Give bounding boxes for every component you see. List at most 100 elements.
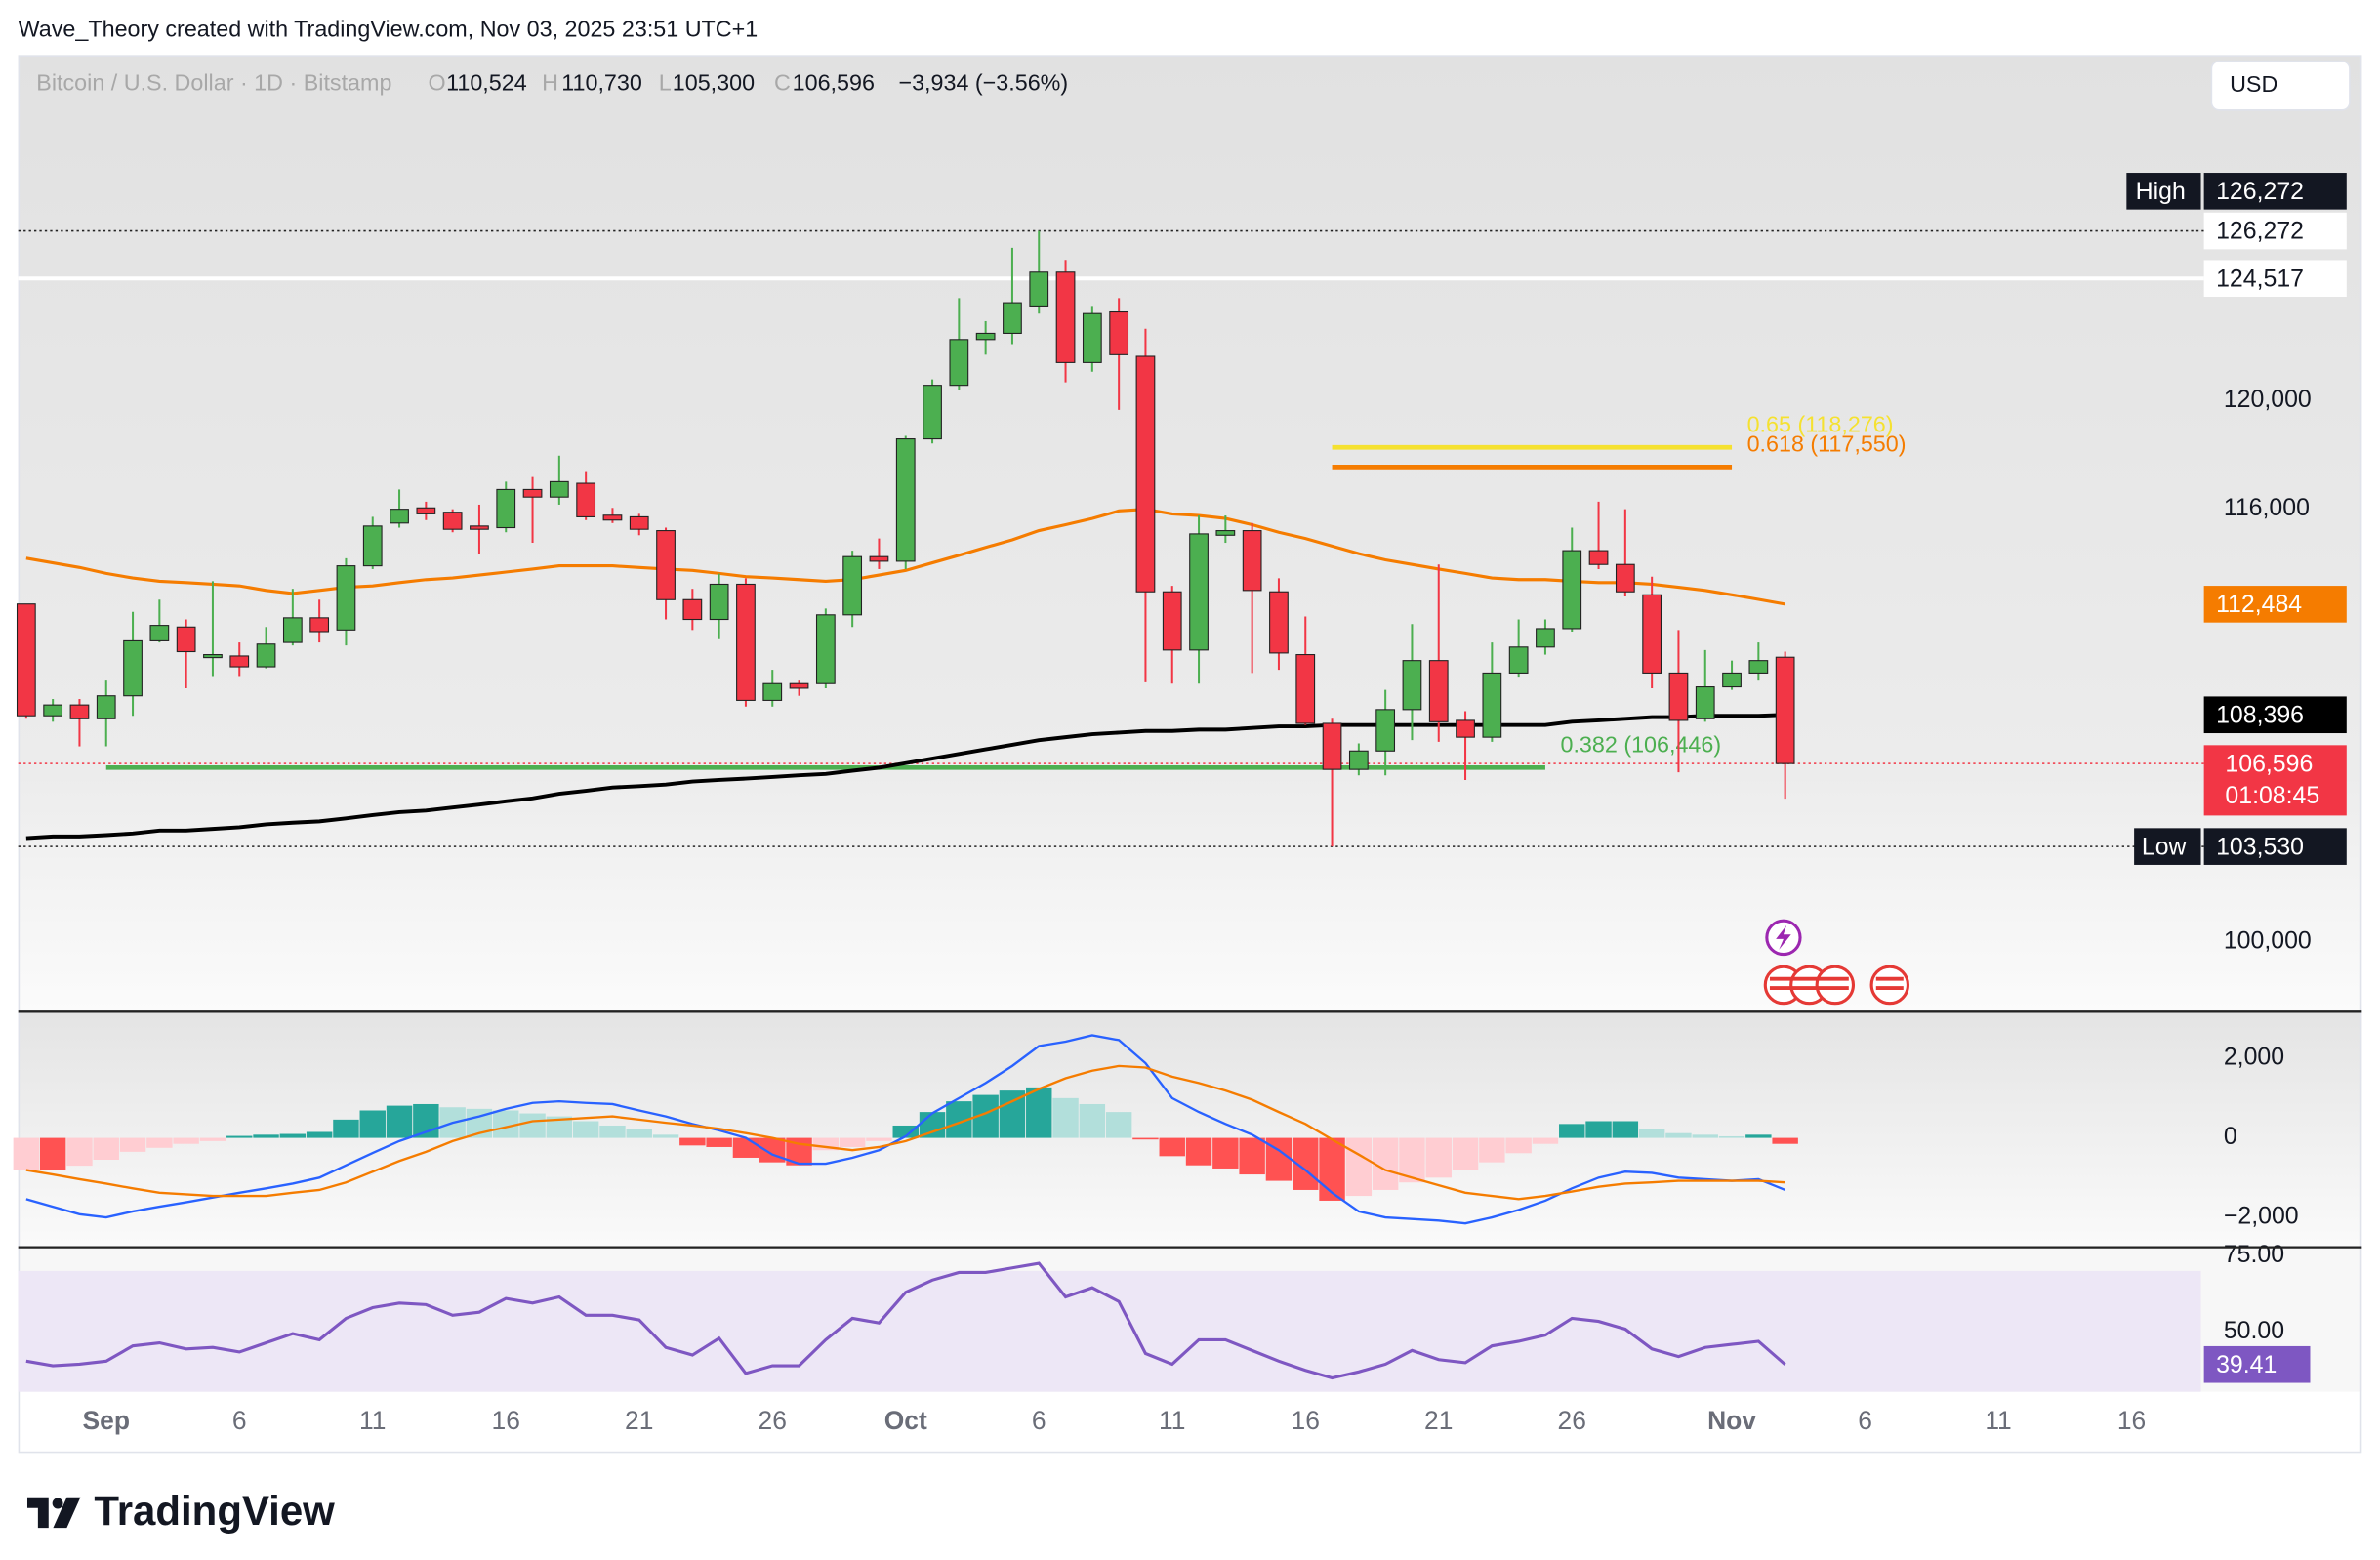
- candle-body: [1508, 646, 1529, 674]
- macd-histogram-bar: [572, 1121, 599, 1138]
- ohlc-label: L: [659, 69, 672, 95]
- y-tick-label: 50.00: [2224, 1317, 2284, 1344]
- macd-histogram-bar: [892, 1125, 919, 1138]
- ohlc-label: H: [542, 69, 558, 95]
- signal-line: [25, 1064, 1785, 1201]
- macd-histogram-bar: [253, 1134, 279, 1138]
- candle-body: [309, 617, 330, 633]
- candle-body: [1295, 654, 1316, 724]
- candle-body: [656, 530, 676, 600]
- currency-label: USD: [2230, 71, 2277, 97]
- price-change: −3,934 (−3.56%): [898, 69, 1068, 95]
- candle-body: [1162, 591, 1182, 651]
- fib-label: 0.618 (117,550): [1747, 431, 1907, 457]
- candle-body: [1775, 656, 1795, 764]
- macd-histogram-bar: [1026, 1087, 1052, 1138]
- candle-body: [1003, 302, 1022, 334]
- y-tick-label: −2,000: [2224, 1203, 2299, 1230]
- ohlc-label: C: [774, 69, 791, 95]
- candle-body: [69, 704, 90, 719]
- candle-body: [1588, 550, 1609, 565]
- candle-body: [1402, 660, 1422, 711]
- candle-body: [470, 525, 489, 530]
- x-tick-label: Oct: [884, 1406, 927, 1435]
- macd-histogram-bar: [626, 1129, 652, 1138]
- macd-histogram-bar: [1745, 1134, 1772, 1138]
- last-price-label: 106,596: [2225, 750, 2313, 777]
- macd-histogram-bar: [39, 1137, 66, 1170]
- macd-histogram-bar: [13, 1137, 40, 1170]
- macd-histogram-bar: [519, 1113, 546, 1138]
- hline-price-label-bg: [2203, 260, 2347, 298]
- candle-body: [390, 509, 409, 524]
- event-icons: [1763, 919, 1909, 1006]
- rsi-value-label-bg: [2203, 1345, 2311, 1383]
- ohlc-value: 110,524: [446, 69, 527, 95]
- candle-body: [789, 682, 809, 689]
- candle-body: [362, 525, 383, 567]
- candle-body: [682, 598, 703, 621]
- lightning: [1776, 924, 1791, 950]
- macd-histogram-bar: [173, 1137, 199, 1144]
- low-price-label-bg: [2203, 828, 2347, 865]
- macd-histogram-bar: [66, 1137, 93, 1167]
- macd-histogram-bar: [1159, 1137, 1185, 1157]
- macd-histogram-bar: [1425, 1137, 1452, 1178]
- hline-price-label: 124,517: [2216, 265, 2304, 292]
- ohlc-label: O: [428, 69, 445, 95]
- candle-body: [1109, 310, 1129, 355]
- candle-body: [1348, 750, 1369, 770]
- flag-stripes: [1769, 976, 1904, 991]
- candle-body: [1135, 355, 1156, 593]
- candle-body: [256, 643, 276, 668]
- x-tick-label: 16: [1292, 1406, 1320, 1435]
- high-line-price-label: 126,272: [2216, 218, 2304, 245]
- macd-histogram-bar: [1105, 1112, 1132, 1138]
- candle-body: [576, 482, 596, 517]
- macd-histogram-bar: [1479, 1137, 1505, 1163]
- candle-body: [1456, 719, 1475, 738]
- macd-histogram-bar: [1772, 1137, 1798, 1144]
- candle-body: [629, 515, 649, 530]
- moving-average: [25, 508, 1785, 606]
- candle-body: [1668, 672, 1689, 721]
- candle-body: [602, 514, 623, 521]
- macd-histogram-bar: [866, 1137, 892, 1141]
- candle-body: [895, 438, 916, 562]
- ma-price-label-bg: [2203, 586, 2347, 623]
- logo-mark: [26, 1497, 49, 1529]
- macd-histogram-bar: [1665, 1132, 1692, 1138]
- y-tick-label: 116,000: [2224, 494, 2310, 521]
- x-tick-label: 11: [359, 1406, 386, 1435]
- candle-body: [1189, 533, 1209, 651]
- x-tick-label: 16: [492, 1406, 520, 1435]
- candle-body: [736, 583, 756, 701]
- y-tick-label: 100,000: [2224, 927, 2312, 955]
- x-tick-label: 26: [1558, 1406, 1586, 1435]
- candle-body: [522, 488, 543, 498]
- x-tick-label: Sep: [83, 1406, 130, 1435]
- currency-button[interactable]: [2210, 60, 2351, 111]
- candle-body: [176, 626, 196, 653]
- candle-body: [123, 639, 143, 697]
- fib-label: 0.65 (118,276): [1747, 411, 1894, 436]
- macd-histogram-bar: [1585, 1121, 1612, 1138]
- candle-body: [1322, 722, 1342, 770]
- y-tick-label: 0: [2224, 1123, 2237, 1150]
- candle-body: [815, 614, 836, 684]
- high-tag: High: [2136, 178, 2186, 205]
- event-flag[interactable]: [1869, 965, 1909, 1006]
- macd-histogram-bar: [1079, 1103, 1106, 1138]
- ohlc-value: 105,300: [673, 69, 755, 95]
- candle-body: [1642, 594, 1662, 674]
- candle-body: [869, 555, 889, 562]
- low-tag-bg: [2134, 828, 2201, 865]
- candle-body: [1269, 591, 1289, 654]
- candle-body: [496, 488, 516, 529]
- high-tag-bg: [2126, 173, 2201, 210]
- event-flag[interactable]: [1815, 965, 1856, 1006]
- candle-body: [416, 507, 436, 514]
- candle-body: [762, 682, 783, 701]
- candle-body: [442, 512, 463, 530]
- macd-histogram-bar: [679, 1137, 706, 1146]
